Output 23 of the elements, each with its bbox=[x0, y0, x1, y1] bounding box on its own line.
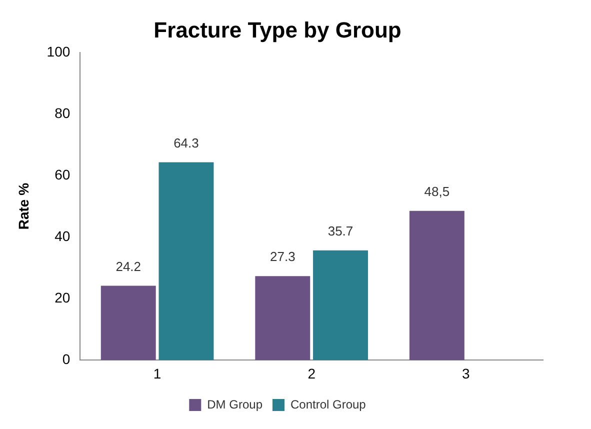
data-label: 48,5 bbox=[424, 184, 450, 199]
legend-label: Control Group bbox=[290, 397, 366, 412]
chart-title: Fracture Type by Group bbox=[154, 17, 402, 42]
y-axis-title: Rate % bbox=[15, 182, 32, 230]
bar bbox=[313, 250, 368, 360]
bar bbox=[255, 276, 310, 360]
bar bbox=[409, 210, 464, 360]
data-label: 64.3 bbox=[174, 135, 199, 150]
bar bbox=[158, 162, 214, 360]
data-label: 24.2 bbox=[116, 258, 142, 274]
x-tick-label: 2 bbox=[308, 365, 316, 382]
y-tick-label: 20 bbox=[54, 290, 70, 306]
legend-label: DM Group bbox=[207, 397, 263, 412]
x-tick-label: 3 bbox=[462, 365, 470, 382]
y-tick-label: 80 bbox=[54, 104, 70, 121]
y-tick-label: 40 bbox=[54, 228, 70, 244]
y-tick-label: 60 bbox=[54, 166, 70, 182]
y-tick-label: 0 bbox=[62, 351, 70, 368]
x-tick-label: 1 bbox=[153, 365, 162, 382]
data-label: 27.3 bbox=[270, 249, 296, 264]
data-label: 35.7 bbox=[328, 223, 354, 238]
bar bbox=[100, 286, 156, 360]
y-tick-label: 100 bbox=[46, 43, 70, 60]
